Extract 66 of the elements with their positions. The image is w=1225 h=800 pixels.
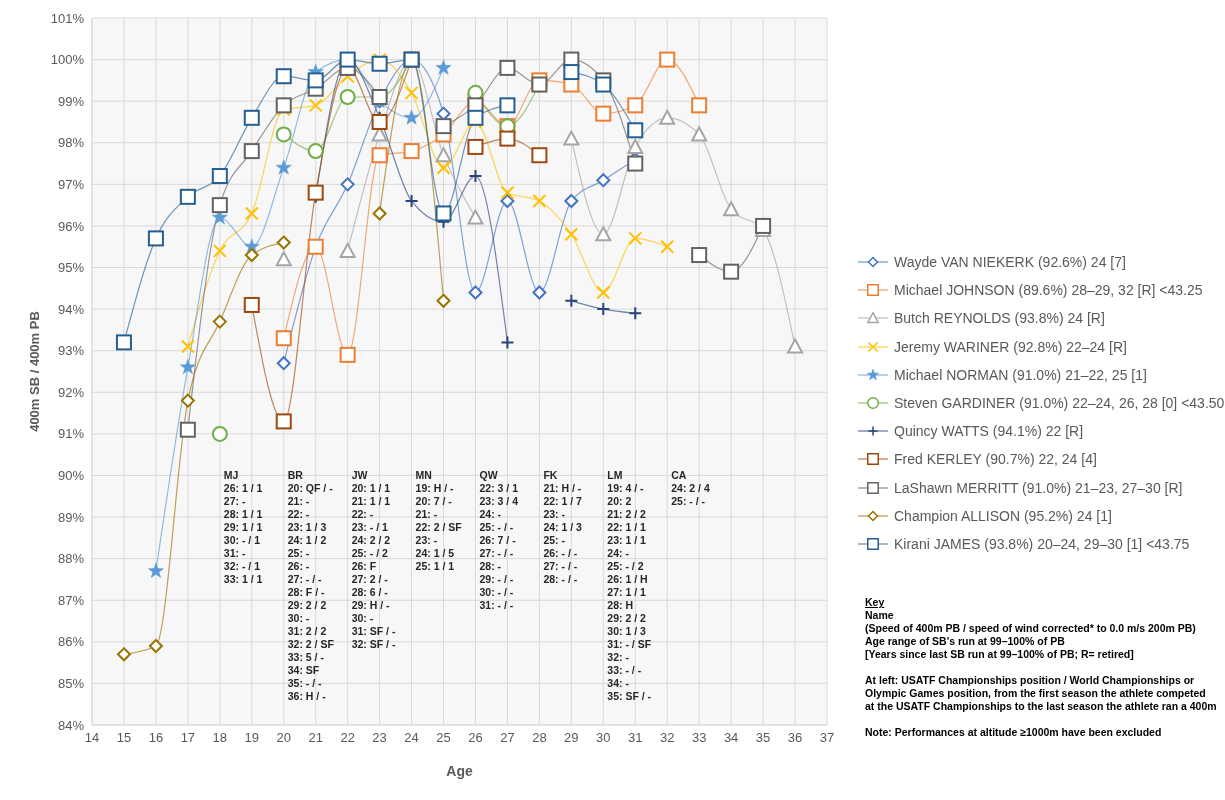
y-tick-label: 96% [57,218,85,234]
y-tick-label: 97% [57,176,85,192]
text: FK 21: H / - 22: 1 / 7 23: - 24: 1 / 3 25: - 26: - / - 27: - / - 28: - / - [543,469,582,586]
legend-label: Fred KERLEY (90.7%) 22, 24 [4] [894,451,1097,468]
x-tick-label: 25 [436,730,451,746]
x-tick-label: 31 [628,730,643,746]
text: BR 20: QF / - 21: - 22: - 23: 1 / 3 24: 1 / 2 25: - 26: - 27: - / - 28: F / - 29: 2 / 2 30: - 31: 2 / 2 32: 2 / SF 33: 5 / - 34: SF 35: - / - 36: H / - [287,469,334,703]
x-tick-label: 20 [276,730,291,746]
y-tick-label: 91% [57,426,85,442]
annotation: MN 19: H / - 20: 7 / - 21: - 22: 2 / SF 23: - 24: 1 / 5 25: 1 / 1 [415,469,462,574]
y-tick-label: 95% [57,260,85,276]
annotation: CA 24: 2 / 4 25: - / - [671,469,710,509]
legend-label: Jeremy WARINER (92.8%) 22–24 [R] [894,338,1127,355]
x-tick-label: 33 [691,730,707,746]
y-tick-label: 99% [57,93,85,109]
x-tick-label: 36 [787,730,803,746]
text: Note: Performances at altitude ≥1000m have been excluded [865,726,1163,739]
x-tick-label: 28 [532,730,547,746]
legend-label: Steven GARDINER (91.0%) 22–24, 26, 28 [0] <43.50 [894,395,1225,412]
text: MJ 26: 1 / 1 27: - 28: 1 / 1 29: 1 / 1 30: - / 1 31: - 32: - / 1 33: 1 / 1 [223,469,263,586]
legend-label: Michael JOHNSON (89.6%) 28–29, 32 [R] <43.25 [894,282,1203,299]
y-tick-label: 94% [57,301,85,317]
y-tick-label: 84% [57,717,85,733]
legend-label: Quincy WATTS (94.1%) 22 [R] [894,423,1084,440]
legend-label: Kirani JAMES (93.8%) 20–24, 29–30 [1] <43.75 [894,535,1190,552]
x-tick-label: 17 [180,730,196,746]
x-tick-label: 29 [564,730,579,746]
legend-label: LaShawn MERRITT (91.0%) 21–23, 27–30 [R] [894,479,1183,496]
text: JW 20: 1 / 1 21: 1 / 1 22: - 23: - / 1 24: 2 / 2 25: - / 2 26: F 27: 2 / - 28: 6 / - 29: H / - 30: - 31: SF / - 32: SF / - [351,469,396,651]
y-tick-label: 87% [57,592,85,608]
x-tick-label: 35 [755,730,771,746]
x-tick-label: 27 [500,730,515,746]
y-tick-label: 101% [50,10,85,26]
x-tick-label: 18 [212,730,228,746]
y-tick-label: 86% [57,634,85,650]
y-tick-label: 92% [57,384,85,400]
x-tick-label: 22 [340,730,355,746]
y-tick-label: 93% [57,343,85,359]
x-axis-title: Age [446,763,473,779]
y-tick-label: 100% [50,52,85,68]
y-tick-label: 88% [57,551,85,567]
x-tick-label: 16 [148,730,164,746]
x-tick-label: 15 [116,730,132,746]
y-tick-label: 89% [57,509,85,525]
x-tick-label: 30 [596,730,611,746]
legend-label: Michael NORMAN (91.0%) 21–22, 25 [1] [894,366,1147,383]
text: LM 19: 4 / - 20: 2 21: 2 / 2 22: 1 / 1 23: 1 / 1 24: - 25: - / 2 26: 1 / H 27: 1 / 1 28: H 29: 2 / 2 30: 1 / 3 31: - / SF 32: - 33: - / - 34: - 35: SF / - [607,469,652,703]
legend-label: Butch REYNOLDS (93.8%) 24 [R] [894,310,1105,327]
y-tick-label: 98% [57,135,85,151]
y-tick-label: 85% [57,676,85,692]
text: Key Name (Speed of 400m PB / speed of wind corrected* to 0.0 m/s 200m PB) Age range of SB's run at 99–100% of PB [Years since last SB run at 99–100% of PB; R= retired] [865,596,1197,661]
text: At left: USATF Championships position / World Championships or Olympic Games position, from the first season the athlete competed at the USATF Championships to the last season the athlete ran a 400m [865,674,1218,713]
legend-label: Wayde VAN NIEKERK (92.6%) 24 [7] [894,254,1126,271]
x-tick-label: 21 [308,730,323,746]
x-tick-label: 32 [659,730,675,746]
x-tick-label: 14 [84,730,100,746]
x-tick-label: 23 [372,730,387,746]
y-axis-title: 400m SB / 400m PB [26,311,42,432]
x-tick-label: 19 [244,730,260,746]
x-tick-label: 24 [404,730,419,746]
x-tick-label: 37 [819,730,835,746]
x-tick-label: 34 [723,730,739,746]
x-tick-label: 26 [468,730,483,746]
y-tick-label: 90% [57,468,85,484]
text: QW 22: 3 / 1 23: 3 / 4 24: - 25: - / - 26: 7 / - 27: - / - 28: - 29: - / - 30: - / - 31: - / - [479,469,518,612]
legend-label: Champion ALLISON (95.2%) 24 [1] [894,507,1112,524]
